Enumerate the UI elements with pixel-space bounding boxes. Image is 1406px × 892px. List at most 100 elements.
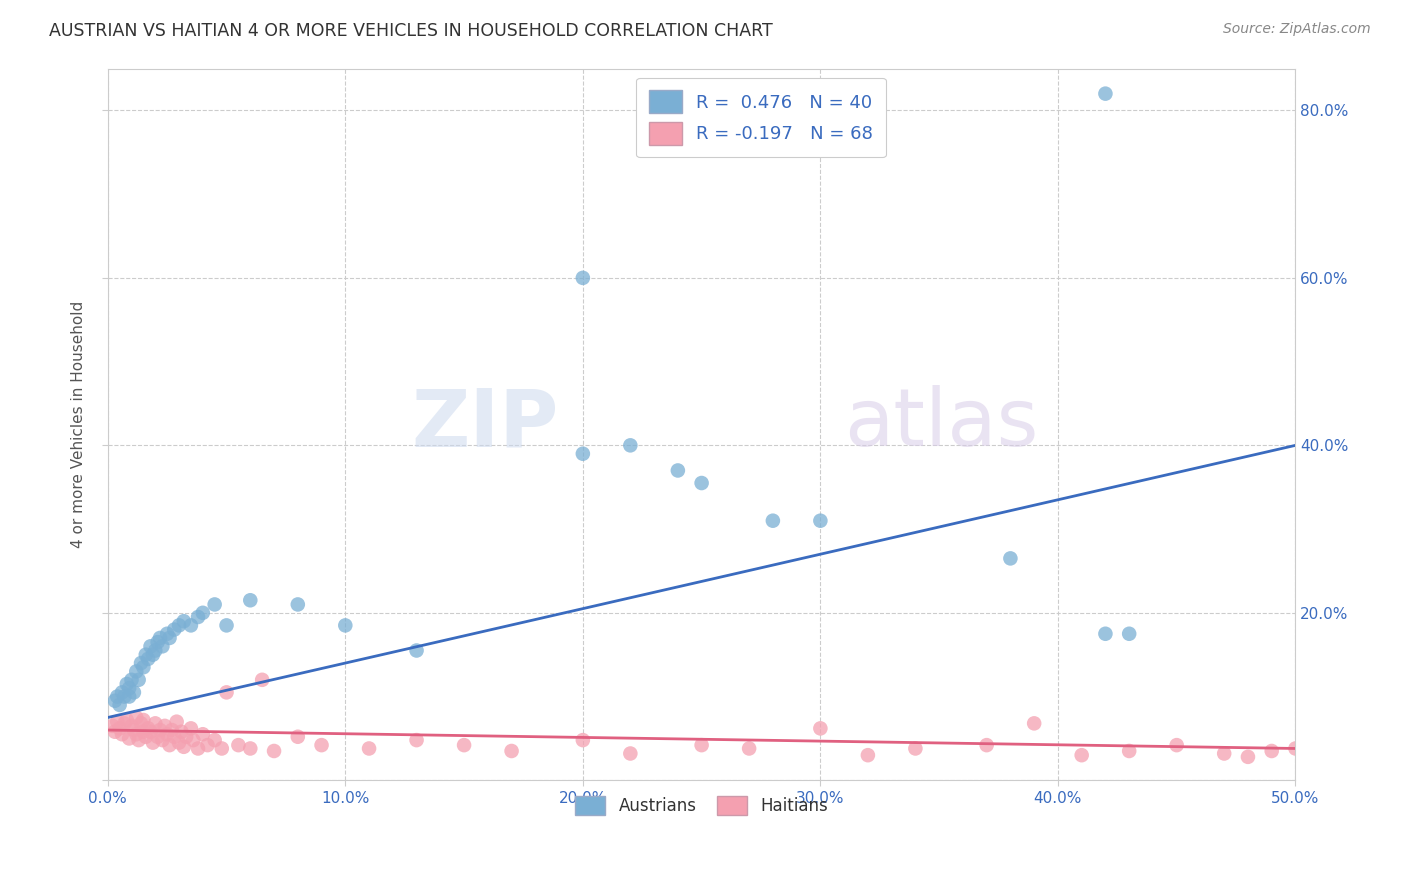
- Point: [121, 719, 143, 733]
- Point: [263, 744, 285, 758]
- Point: [1094, 87, 1116, 101]
- Point: [142, 648, 165, 662]
- Point: [112, 716, 135, 731]
- Point: [405, 733, 427, 747]
- Point: [215, 618, 238, 632]
- Point: [170, 724, 193, 739]
- Point: [125, 665, 148, 679]
- Point: [135, 648, 157, 662]
- Point: [1237, 749, 1260, 764]
- Point: [122, 723, 145, 737]
- Point: [287, 598, 309, 612]
- Point: [105, 714, 128, 729]
- Text: Source: ZipAtlas.com: Source: ZipAtlas.com: [1223, 22, 1371, 37]
- Point: [156, 727, 179, 741]
- Point: [197, 738, 219, 752]
- Point: [572, 447, 595, 461]
- Point: [762, 514, 785, 528]
- Point: [167, 736, 190, 750]
- Point: [357, 741, 380, 756]
- Text: atlas: atlas: [844, 385, 1039, 464]
- Point: [239, 741, 262, 756]
- Point: [1024, 716, 1046, 731]
- Point: [132, 724, 155, 739]
- Point: [115, 677, 138, 691]
- Point: [149, 723, 172, 737]
- Point: [129, 716, 152, 731]
- Point: [976, 738, 998, 752]
- Point: [501, 744, 523, 758]
- Point: [108, 698, 131, 712]
- Point: [121, 673, 143, 687]
- Point: [146, 635, 169, 649]
- Point: [287, 730, 309, 744]
- Point: [1000, 551, 1022, 566]
- Point: [115, 713, 138, 727]
- Point: [159, 738, 181, 752]
- Point: [211, 741, 233, 756]
- Point: [215, 685, 238, 699]
- Text: ZIP: ZIP: [412, 385, 560, 464]
- Point: [111, 727, 134, 741]
- Point: [808, 722, 831, 736]
- Point: [163, 623, 186, 637]
- Point: [619, 438, 641, 452]
- Point: [1260, 744, 1282, 758]
- Point: [1118, 626, 1140, 640]
- Point: [136, 652, 159, 666]
- Point: [111, 685, 134, 699]
- Point: [139, 640, 162, 654]
- Point: [118, 681, 141, 696]
- Point: [159, 631, 181, 645]
- Point: [132, 660, 155, 674]
- Point: [142, 736, 165, 750]
- Point: [128, 673, 150, 687]
- Point: [405, 643, 427, 657]
- Point: [181, 733, 204, 747]
- Point: [191, 606, 214, 620]
- Point: [690, 738, 713, 752]
- Point: [118, 731, 141, 746]
- Point: [173, 614, 195, 628]
- Point: [180, 722, 202, 736]
- Point: [146, 730, 169, 744]
- Point: [122, 685, 145, 699]
- Point: [101, 719, 124, 733]
- Point: [125, 727, 148, 741]
- Point: [129, 656, 152, 670]
- Point: [204, 598, 226, 612]
- Point: [191, 727, 214, 741]
- Point: [112, 690, 135, 704]
- Point: [311, 738, 333, 752]
- Point: [104, 724, 127, 739]
- Point: [132, 713, 155, 727]
- Point: [152, 733, 174, 747]
- Legend: Austrians, Haitians: Austrians, Haitians: [565, 786, 838, 825]
- Point: [572, 271, 595, 285]
- Point: [1166, 738, 1188, 752]
- Point: [160, 723, 183, 737]
- Point: [239, 593, 262, 607]
- Point: [174, 730, 197, 744]
- Point: [153, 719, 176, 733]
- Point: [173, 739, 195, 754]
- Point: [335, 618, 357, 632]
- Point: [143, 716, 166, 731]
- Text: AUSTRIAN VS HAITIAN 4 OR MORE VEHICLES IN HOUSEHOLD CORRELATION CHART: AUSTRIAN VS HAITIAN 4 OR MORE VEHICLES I…: [49, 22, 773, 40]
- Point: [139, 724, 162, 739]
- Point: [666, 463, 689, 477]
- Point: [453, 738, 475, 752]
- Point: [166, 714, 188, 729]
- Point: [135, 730, 157, 744]
- Point: [738, 741, 761, 756]
- Point: [187, 610, 209, 624]
- Point: [104, 694, 127, 708]
- Point: [1284, 741, 1306, 756]
- Point: [1213, 747, 1236, 761]
- Point: [163, 730, 186, 744]
- Point: [808, 514, 831, 528]
- Point: [856, 748, 879, 763]
- Point: [136, 722, 159, 736]
- Point: [167, 618, 190, 632]
- Point: [105, 690, 128, 704]
